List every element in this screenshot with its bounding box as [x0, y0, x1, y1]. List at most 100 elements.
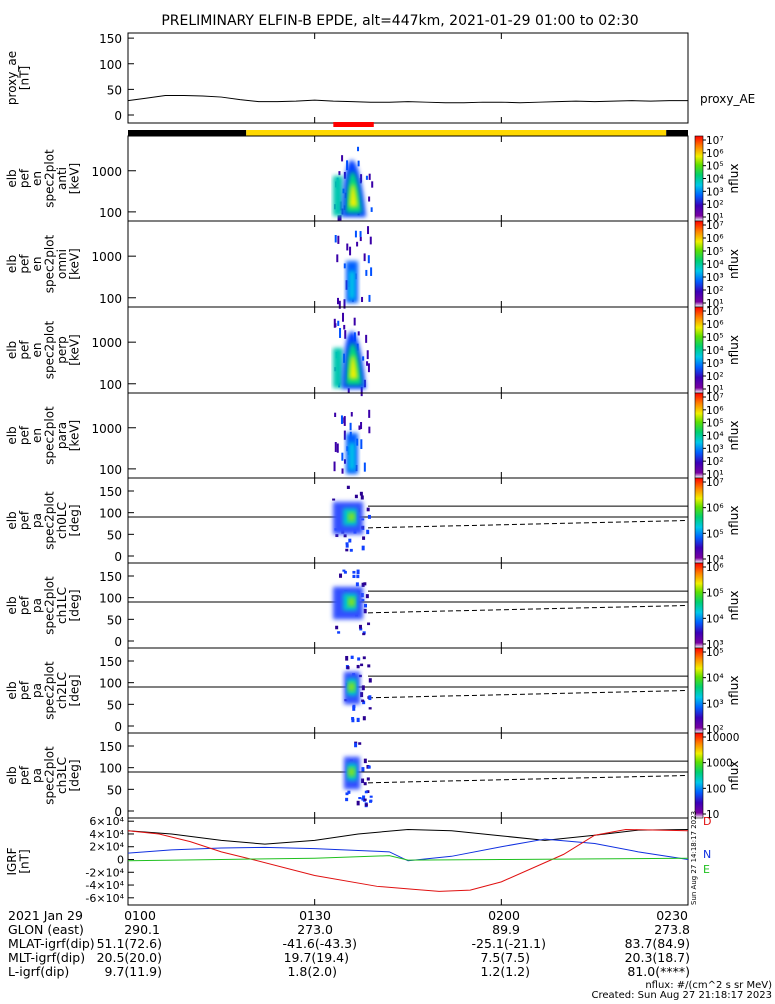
energy-panel-3-spectrogram	[334, 410, 371, 474]
igrf-ylabel-1: [nT]	[18, 849, 32, 873]
energy-panel-3-noise-24	[341, 415, 343, 424]
pa-panel-3-noise-9	[364, 759, 367, 763]
energy-panel-1-colorbar-tick-3: 10⁴	[706, 259, 724, 271]
energy-panel-1-noise-24	[344, 263, 346, 268]
energy-panel-1-colorbar-tick-6: 10⁷	[706, 220, 724, 232]
energy-panel-2-noise-4	[344, 330, 346, 339]
energy-panel-2-noise-11	[334, 323, 336, 327]
pa-panel-1-frame	[128, 563, 688, 648]
igrf-ytick-4: 2×10⁴	[89, 841, 124, 854]
proxy-ae-legend: proxy_AE	[700, 92, 755, 106]
pa-panel-0-colorbar-tick-3: 10⁷	[706, 477, 724, 489]
pa-panel-2-spectrogram	[344, 656, 372, 723]
pa-panel-3-colorbar-label: nflux	[727, 761, 741, 791]
energy-panel-2-noise-23	[368, 363, 370, 372]
pa-panel-0-noise-29	[335, 534, 338, 537]
energy-panel-3-noise-22	[358, 425, 360, 429]
pa-panel-3-frame	[128, 733, 688, 818]
energy-panel-3-blob-core	[349, 443, 355, 470]
energy-panel-3-ytick-1: 1000	[91, 422, 122, 436]
pa-panel-0-noise-0	[366, 530, 369, 534]
energy-panel-3-frame	[128, 393, 688, 478]
energy-panel-3-noise-14	[342, 468, 344, 473]
footer-r0-label: 2021 Jan 29	[8, 908, 83, 923]
energy-panel-1-noise-21	[355, 231, 357, 238]
energy-panel-1-ytick-0: 100	[99, 292, 122, 306]
igrf-ylabel: IGRF[nT]	[5, 847, 32, 875]
energy-panel-0-colorbar-label: nflux	[727, 164, 741, 194]
energy-panel-1-noise-6	[370, 267, 372, 276]
pa-panel-2-noise-13	[357, 665, 360, 668]
pa-panel-2-noise-17	[345, 656, 348, 661]
energy-panel-0-noise-22	[368, 197, 370, 202]
energy-panel-3-noise-5	[337, 443, 339, 452]
energy-panel-1-noise-3	[365, 270, 367, 276]
pa-panel-0-spectrogram	[332, 486, 371, 552]
pa-panel-2-frame	[128, 648, 688, 733]
pa-panel-2-noise-29	[367, 664, 370, 667]
energy-panel-0-ylabel-5: [keV]	[68, 163, 82, 194]
pa-panel-1-ytick-1: 50	[107, 613, 122, 627]
pa-panel-0-noise-11	[332, 499, 335, 501]
footer-r2-c4: 83.7(84.9)	[625, 936, 690, 951]
energy-panel-2-noise-12	[339, 328, 341, 338]
igrf-series-0	[128, 829, 688, 844]
pa-panel-3-noise-17	[365, 803, 368, 806]
energy-panel-2-colorbar-label: nflux	[727, 335, 741, 365]
energy-panel-0-colorbar-tick-3: 10⁴	[706, 174, 724, 186]
pa-panel-0-colorbar-tick-2: 10⁶	[706, 503, 724, 515]
pa-panel-1-noise-6	[357, 570, 360, 575]
energy-panel-2-colorbar-tick-5: 10⁶	[706, 319, 724, 331]
proxy-ae-ytick-1: 50	[107, 83, 122, 97]
pa-panel-1-ytick-2: 100	[99, 592, 122, 606]
pa-panel-2-ytick-0: 0	[114, 720, 122, 734]
pa-panel-1-colorbar-tick-2: 10⁵	[706, 588, 724, 600]
energy-panel-2-noise-13	[343, 325, 345, 330]
energy-panel-3-colorbar-tick-5: 10⁶	[706, 405, 724, 417]
energy-panel-1-noise-9	[335, 235, 337, 242]
pa-panel-2-ylabel-5: [deg]	[68, 675, 82, 707]
pa-panel-1-noise-10	[344, 571, 347, 574]
energy-panel-3-noise-3	[341, 453, 343, 461]
energy-panel-0-noise-1	[341, 155, 343, 161]
energy-panel-2-noise-7	[358, 331, 360, 335]
figure-title: PRELIMINARY ELFIN-B EPDE, alt=447km, 202…	[161, 13, 638, 29]
energy-panel-0-ylabel: elbpefenspec2plotanti[keV]	[5, 149, 82, 208]
pa-panel-3-noise-23	[358, 742, 361, 745]
footer-r1-c1: 290.1	[124, 922, 160, 937]
energy-panel-1-ylabel-5: [keV]	[68, 248, 82, 279]
proxy-ae-ytick-3: 150	[99, 32, 122, 46]
energy-panel-0-colorbar-tick-1: 10²	[706, 199, 724, 211]
pa-panel-0-ylabel: elbpefpaspec2plotch0LC[deg]	[5, 491, 82, 550]
footer-r3-label: MLT-igrf(dip)	[8, 950, 85, 965]
footer-r3-c2: 19.7(19.4)	[284, 950, 349, 965]
footer-r1-c2: 273.0	[297, 922, 333, 937]
energy-panel-0-colorbar	[695, 136, 703, 221]
igrf-series-1	[128, 839, 688, 861]
pa-panel-2-blob-core	[348, 683, 355, 692]
pa-panel-0-noise-5	[361, 495, 364, 499]
pa-panel-0-colorbar-label: nflux	[727, 506, 741, 536]
pa-panel-1-ytick-0: 0	[114, 635, 122, 649]
energy-panel-0-noise-4	[371, 181, 373, 187]
pa-panel-3-noise-21	[361, 779, 364, 784]
pa-panel-1-noise-5	[339, 574, 342, 578]
pa-panel-2-ytick-3: 150	[99, 655, 122, 669]
pa-panel-1-noise-27	[362, 583, 365, 587]
pa-panel-1-colorbar-label: nflux	[727, 591, 741, 621]
energy-panel-3-noise-19	[334, 413, 336, 417]
energy-panel-0-colorbar-tick-6: 10⁷	[706, 135, 724, 147]
pa-panel-0-noise-19	[367, 508, 370, 512]
energy-panel-1-spectrogram	[335, 226, 372, 309]
igrf-ytick-2: -2×10⁴	[85, 866, 124, 879]
pa-panel-1-ytick-3: 150	[99, 570, 122, 584]
pa-panel-3-noise-22	[345, 792, 348, 795]
energy-panel-3-colorbar-tick-4: 10⁵	[706, 418, 724, 430]
footer-r4-c1: 9.7(11.9)	[105, 964, 162, 979]
pa-panel-2-colorbar-tick-3: 10⁵	[706, 647, 724, 659]
energy-panel-2-noise-9	[337, 321, 339, 326]
footer-r0-c3: 0200	[488, 908, 520, 923]
energy-panel-1-noise-17	[360, 237, 362, 241]
energy-panel-3-colorbar-tick-6: 10⁷	[706, 392, 724, 404]
